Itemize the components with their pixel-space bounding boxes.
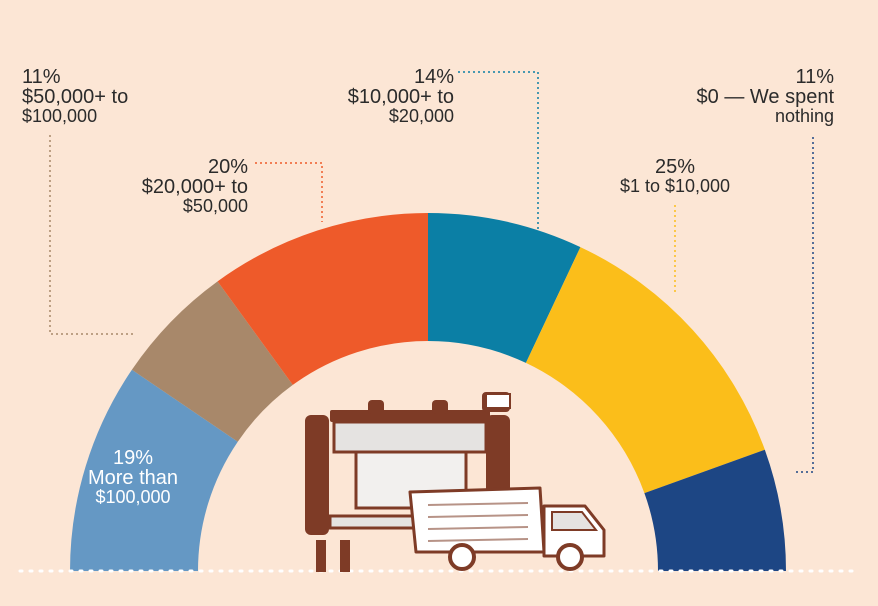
slice-percent: 20% [207,156,248,178]
slice-range-line2: $20,000 [388,106,454,126]
slice-more-than-100k [70,369,238,571]
leader-line [795,137,814,473]
slice-range: More than [87,467,179,489]
slice-label-more-than-100k: 19% More than $100,000 [68,448,198,506]
slice-range: $1 to $10,000 [619,176,731,196]
slice-percent: 25% [654,156,696,178]
slice-percent: 14% [413,66,454,88]
slice-20k-50k [217,213,428,385]
printer-and-truck-icon [305,392,606,572]
leader-line [49,135,135,335]
slice-0-nothing [644,449,786,571]
leader-lines [49,71,814,473]
slice-label-0-nothing: 11% $0 — We spent nothing [630,67,834,125]
slice-range-line2: $100,000 [22,106,98,126]
slice-range-line2: $50,000 [182,196,248,216]
slice-10k-20k [428,213,581,363]
slice-range: $20,000+ to [141,176,248,198]
leader-line [458,71,539,230]
slice-range-line2: $100,000 [95,487,171,507]
slice-label-50k-100k: 11% $50,000+ to $100,000 [22,67,222,125]
chart-slices [70,213,786,571]
slice-percent: 19% [112,447,154,469]
slice-percent: 11% [795,66,834,88]
slice-label-1-10k: 25% $1 to $10,000 [595,157,755,195]
slice-range: $10,000+ to [347,86,454,108]
slice-range: $0 — We spent [696,86,834,108]
slice-label-10k-20k: 14% $10,000+ to $20,000 [262,67,454,125]
leader-line [255,162,323,222]
slice-range: $50,000+ to [22,86,129,108]
slice-range-line2: nothing [774,106,834,126]
slice-1-10k [525,247,765,494]
slice-label-20k-50k: 20% $20,000+ to $50,000 [60,157,248,215]
slice-50k-100k [131,281,293,442]
slice-percent: 11% [22,66,61,88]
